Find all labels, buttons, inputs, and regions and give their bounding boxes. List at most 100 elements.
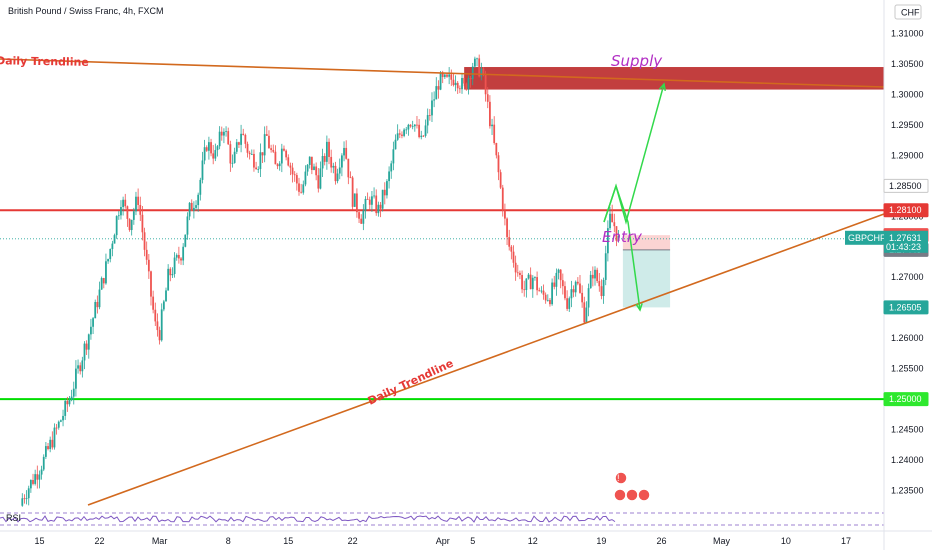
candle-body [589, 274, 592, 289]
price-labels: 1.285001.281001.276911.274491.265051.250… [845, 178, 929, 407]
candle-body [66, 400, 69, 405]
candle-body [278, 163, 281, 167]
y-tick-label: 1.31000 [891, 29, 924, 39]
candle-body [368, 199, 371, 205]
candle-body [450, 74, 453, 80]
candle-body [353, 193, 356, 207]
candle-body [126, 206, 129, 219]
candle-body [456, 82, 459, 89]
price-label: 1.25000 [883, 392, 929, 407]
candle-body [64, 400, 67, 416]
candle-body [310, 156, 313, 170]
candle-body [143, 232, 146, 250]
candle-body [285, 150, 288, 158]
candle-body [325, 141, 328, 162]
candle-body [328, 141, 330, 157]
candle-body [231, 162, 234, 164]
candle-body [214, 150, 217, 159]
candle-body [94, 301, 97, 319]
candle-body [283, 148, 285, 151]
candle-body [495, 143, 498, 156]
currency-badge[interactable]: CHF [894, 4, 922, 20]
event-icons[interactable]: ! [613, 471, 651, 502]
candle-body [336, 173, 339, 182]
candle-body [542, 290, 545, 295]
candle-body [128, 218, 131, 231]
candle-body [96, 301, 99, 308]
candle-body [293, 174, 296, 176]
entry-label: Entry [602, 228, 643, 246]
candle-body [338, 167, 341, 174]
candle-body [137, 196, 140, 205]
candle-body [60, 420, 62, 422]
candle-body [323, 155, 326, 162]
candle-body [568, 298, 571, 309]
candle-body [585, 307, 588, 323]
candle-body [203, 147, 206, 161]
candle-body [529, 274, 532, 290]
candle-body [145, 249, 148, 260]
candle-body [139, 204, 142, 215]
candle-body [383, 189, 386, 196]
candle-body [527, 274, 530, 279]
candle-body [242, 133, 245, 136]
candle-body [192, 207, 195, 211]
candle-body [587, 288, 590, 308]
candle-body [465, 83, 468, 90]
candle-body [51, 439, 54, 448]
candle-body [570, 289, 573, 299]
candle-body [315, 166, 318, 176]
countdown-text: 01:43:23 [886, 242, 921, 252]
candle-body [246, 143, 249, 153]
price-label-box [883, 203, 929, 218]
candle-body [173, 257, 176, 274]
candle-body [156, 321, 159, 331]
candle-body [263, 134, 266, 156]
chart-title: British Pound / Swiss Franc, 4h, FXCM [8, 6, 164, 16]
supply-label: Supply [611, 52, 663, 70]
candle-body [132, 211, 135, 220]
candle-body [371, 196, 373, 205]
candle-body [356, 193, 358, 213]
candle-body [130, 219, 133, 231]
stop-zone [622, 235, 671, 250]
candle-body [62, 415, 64, 421]
candle-body [225, 131, 227, 132]
y-tick-label: 1.29500 [891, 120, 924, 130]
candle-body [358, 212, 360, 219]
candle-body [458, 88, 461, 90]
candle-body [501, 187, 504, 211]
x-tick-label: 17 [841, 536, 851, 546]
candle-body [559, 269, 562, 281]
candle-body [229, 144, 232, 164]
candle-body [557, 269, 560, 273]
candle-body [208, 142, 210, 151]
candle-body [602, 279, 605, 297]
candle-body [308, 156, 311, 165]
candle-body [244, 135, 247, 144]
last-price-box [884, 230, 928, 253]
supply-zone [464, 67, 884, 90]
y-tick-label: 1.23500 [891, 486, 924, 496]
x-tick-label: Mar [152, 536, 168, 546]
y-tick-label: 1.29000 [891, 150, 924, 160]
candle-body [248, 152, 251, 155]
x-tick-label: 26 [656, 536, 666, 546]
candle-body [506, 218, 508, 238]
candle-body [604, 253, 607, 280]
candle-body [23, 498, 26, 500]
price-levels [0, 184, 884, 401]
candle-body [405, 129, 408, 131]
candle-body [364, 198, 367, 211]
x-tick-label: May [713, 536, 731, 546]
lower-trendline [87, 213, 885, 506]
candle-body [609, 213, 611, 229]
candle-body [555, 272, 558, 287]
candle-body [295, 175, 298, 184]
candle-body [420, 135, 423, 138]
candle-body [257, 168, 260, 170]
candle-body [238, 142, 240, 145]
candle-body [255, 167, 257, 170]
